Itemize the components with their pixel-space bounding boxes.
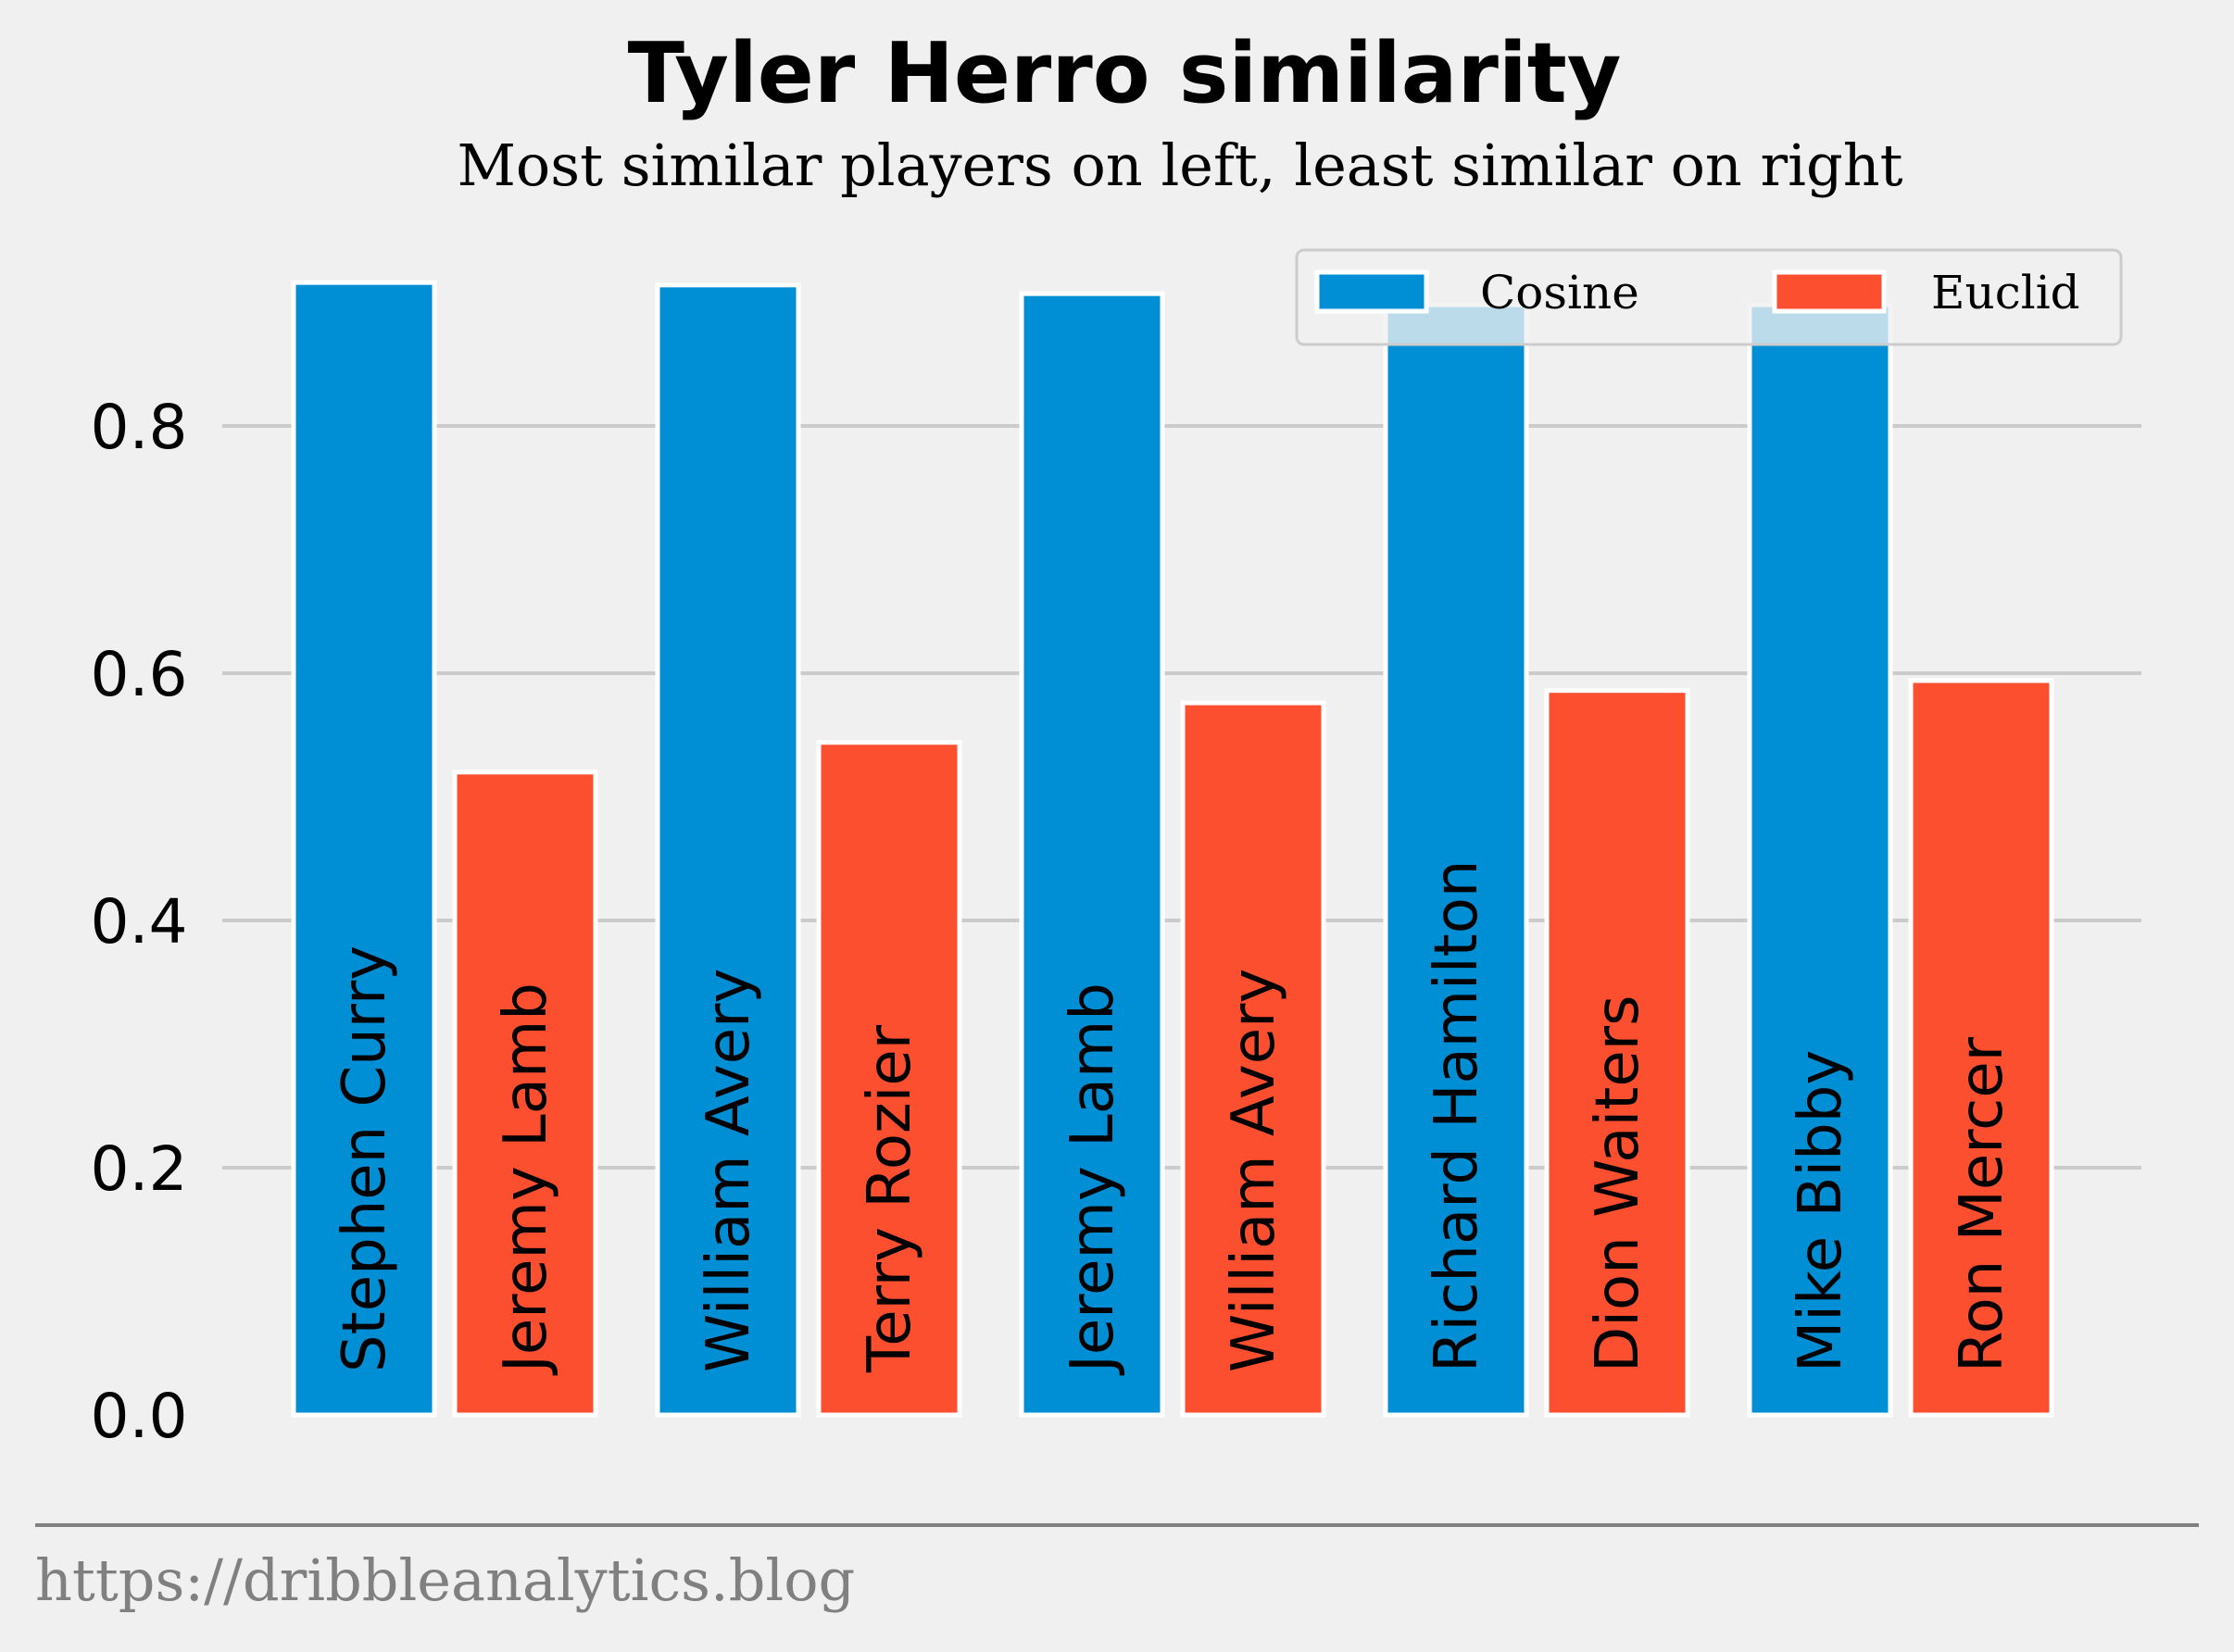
bar-labels: Stephen Curry William Avery Jeremy Lamb Ric… bbox=[331, 860, 2016, 1376]
bar-cosine-1 bbox=[655, 282, 801, 1418]
footer-source: https://dribbleanalytics.blog bbox=[35, 1546, 855, 1614]
bar-label-cosine-1: William Avery bbox=[695, 969, 763, 1372]
bar-label-euclid-2: William Avery bbox=[1220, 969, 1288, 1372]
bar-euclid-0 bbox=[452, 770, 598, 1418]
bar-label-euclid-3: Dion Waiters bbox=[1584, 995, 1652, 1372]
bar-label-cosine-0: Stephen Curry bbox=[331, 945, 399, 1372]
y-tick-label: 0.8 bbox=[91, 392, 188, 463]
legend: Cosine Euclid bbox=[1295, 248, 2123, 346]
y-axis-ticks: 0.0 0.2 0.4 0.6 0.8 bbox=[91, 392, 188, 1452]
bar-cosine-4 bbox=[1747, 302, 1893, 1418]
bar-cosine-3 bbox=[1383, 302, 1529, 1418]
legend-label-cosine: Cosine bbox=[1480, 266, 1639, 319]
bar-euclid-1 bbox=[816, 740, 962, 1418]
bar-label-euclid-1: Terry Rozier bbox=[856, 1024, 924, 1373]
bar-euclid-2 bbox=[1180, 700, 1326, 1418]
legend-swatch-euclid bbox=[1772, 269, 1887, 314]
bar-label-cosine-4: Mike Bibby bbox=[1787, 1050, 1855, 1372]
bar-label-euclid-0: Jeremy Lamb bbox=[492, 982, 560, 1376]
y-tick-label: 0.6 bbox=[91, 639, 188, 710]
y-tick-label: 0.4 bbox=[91, 886, 188, 957]
bars bbox=[291, 280, 2054, 1418]
legend-box bbox=[1295, 248, 2123, 346]
y-tick-label: 0.0 bbox=[91, 1381, 188, 1452]
bar-label-cosine-2: Jeremy Lamb bbox=[1059, 982, 1127, 1376]
bar-label-cosine-3: Richard Hamilton bbox=[1423, 860, 1491, 1372]
bar-cosine-2 bbox=[1019, 291, 1165, 1418]
bar-label-euclid-4: Ron Mercer bbox=[1948, 1036, 2016, 1372]
chart-subtitle: Most similar players on left, least simi… bbox=[457, 131, 1902, 199]
bar-euclid-3 bbox=[1544, 688, 1690, 1418]
legend-swatch-cosine bbox=[1314, 269, 1429, 314]
bar-euclid-4 bbox=[1908, 678, 2054, 1418]
legend-label-euclid: Euclid bbox=[1931, 266, 2080, 319]
y-tick-label: 0.2 bbox=[91, 1133, 188, 1205]
bar-cosine-0 bbox=[291, 280, 437, 1418]
chart-title: Tyler Herro similarity bbox=[628, 25, 1622, 122]
